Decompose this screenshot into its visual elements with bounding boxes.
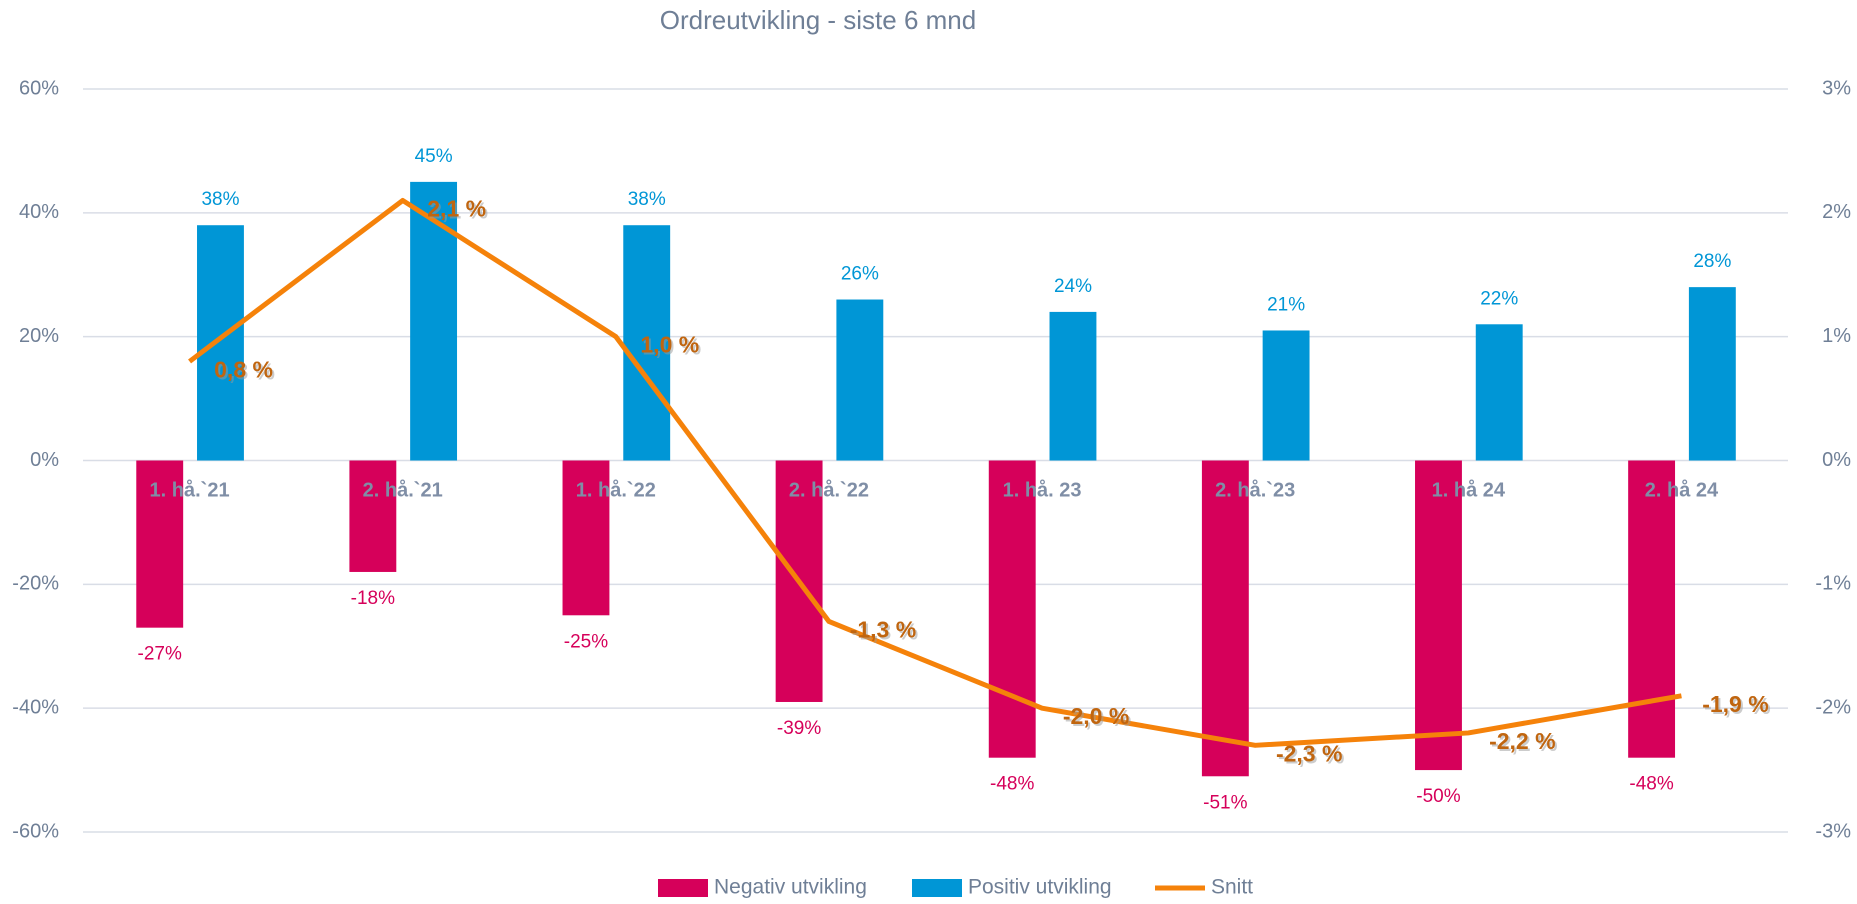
bar [988, 460, 1036, 758]
bar [562, 460, 610, 616]
value-label: 45% [415, 146, 453, 167]
x-tick-label: 1. hå. 23 [1003, 478, 1082, 501]
value-label: 22% [1480, 288, 1518, 309]
line-value-label-shadow: -1,3 % [852, 619, 918, 645]
line [188, 197, 1682, 748]
line-value-label-shadow: -2,0 % [1065, 705, 1131, 731]
y-tick-label: -60% [12, 820, 59, 842]
bar [1049, 311, 1097, 461]
line-value-label: -1,3 % [850, 617, 916, 643]
value-label: -48% [990, 774, 1034, 795]
line-value-label: 0,8 % [214, 357, 273, 383]
x-tick-label: 2. hå 24 [1645, 478, 1719, 501]
value-label: -50% [1416, 786, 1460, 807]
line-value-label-shadow: -1,9 % [1704, 693, 1770, 719]
legend-swatch [912, 879, 962, 897]
line-value-label: -2,2 % [1489, 728, 1555, 754]
y-tick-label: -40% [12, 696, 59, 718]
bar [1201, 460, 1249, 777]
value-label: -25% [564, 631, 608, 652]
value-label: -18% [351, 588, 395, 609]
line-value-label: 1,0 % [640, 332, 699, 358]
legend-swatch [658, 879, 708, 897]
line-value-label: -1,9 % [1702, 691, 1768, 717]
line-value-label-shadow: 0,8 % [216, 359, 275, 385]
value-label: 21% [1267, 294, 1305, 315]
value-label: 38% [201, 189, 239, 210]
x-tick-label: 1. hå 24 [1432, 478, 1506, 501]
y-tick-label: 40% [19, 201, 59, 223]
x-tick-label: 2. hå.`23 [1215, 478, 1295, 501]
line-value-label-shadow: -2,2 % [1491, 730, 1557, 756]
y-tick-label: -20% [12, 573, 59, 595]
y2-tick-label: 3% [1822, 77, 1851, 99]
line-value-label-shadow: -2,3 % [1278, 742, 1344, 768]
value-label: 24% [1054, 276, 1092, 297]
y2-tick-label: 2% [1822, 201, 1851, 223]
bar [410, 181, 458, 461]
y-tick-label: 60% [19, 77, 59, 99]
y2-tick-label: -1% [1815, 573, 1851, 595]
value-label: 28% [1693, 251, 1731, 272]
x-tick-label: 1. hå.`22 [576, 478, 656, 501]
bar [836, 299, 884, 461]
bar [197, 225, 244, 461]
y-tick-label: 20% [19, 325, 59, 347]
bar [349, 460, 397, 572]
bar [623, 225, 671, 461]
value-label: -27% [138, 644, 182, 665]
x-tick-label: 2. hå.`22 [789, 478, 869, 501]
value-label: -51% [1203, 792, 1247, 813]
y-tick-label: 0% [30, 449, 59, 471]
chart-title: Ordreutvikling - siste 6 mnd [660, 5, 976, 35]
line-value-label: 2,1 % [427, 196, 486, 222]
line-value-label: -2,0 % [1063, 703, 1129, 729]
value-label: -48% [1629, 774, 1673, 795]
line-value-label-shadow: 2,1 % [429, 198, 488, 224]
y2-tick-label: -2% [1815, 696, 1851, 718]
value-label: 26% [841, 264, 879, 285]
bar [1475, 324, 1523, 461]
line-value-label: -2,3 % [1276, 740, 1342, 766]
x-tick-label: 1. hå.`21 [150, 478, 230, 501]
legend-label: Positiv utvikling [968, 876, 1112, 899]
legend-label: Negativ utvikling [714, 876, 867, 899]
y2-tick-label: 1% [1822, 325, 1851, 347]
value-label: 38% [628, 189, 666, 210]
bar [1688, 287, 1736, 461]
value-label: -39% [777, 718, 821, 739]
bar [136, 460, 184, 628]
bar [1415, 460, 1462, 771]
y2-tick-label: -3% [1815, 820, 1851, 842]
line-value-label-shadow: 1,0 % [642, 334, 701, 360]
bar [1628, 460, 1676, 758]
bar [1262, 330, 1310, 461]
y2-tick-label: 0% [1822, 449, 1851, 471]
x-tick-label: 2. hå.`21 [363, 478, 443, 501]
legend-label: Snitt [1211, 876, 1253, 899]
